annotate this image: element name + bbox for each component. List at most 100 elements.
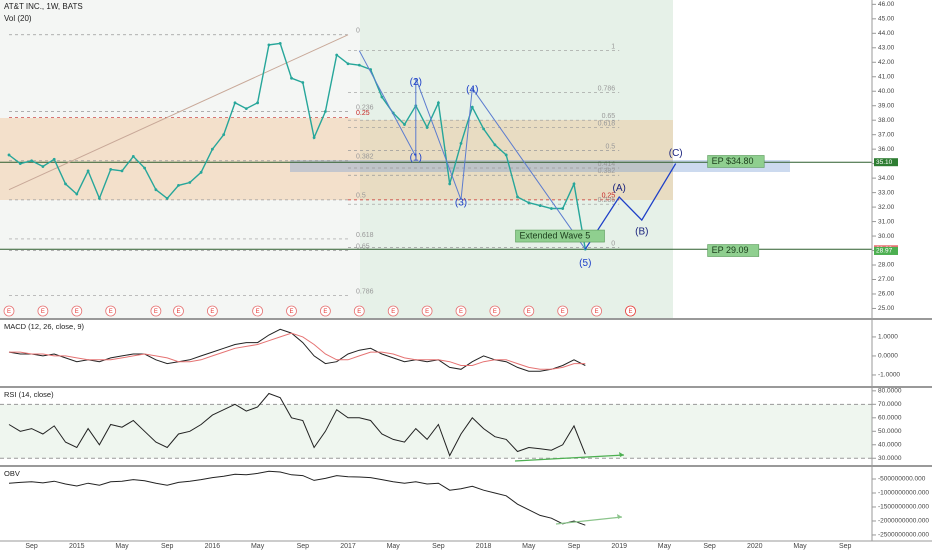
annotation-box (707, 244, 760, 257)
earnings-label: E (323, 309, 327, 315)
earnings-label: E (75, 309, 79, 315)
y-tick-label: -2500000000.000 (878, 532, 929, 539)
earnings-marker (105, 305, 117, 317)
price-point (98, 197, 101, 200)
earnings-label: E (41, 309, 45, 315)
y-tick-label: 40.0000 (878, 441, 902, 448)
earnings-marker (37, 305, 49, 317)
wave-label: (1) (410, 152, 422, 163)
x-tick-label: May (387, 543, 401, 550)
earnings-marker (71, 305, 83, 317)
price-point (290, 76, 293, 80)
annotation: EP $34.80 (712, 156, 754, 166)
fib-label: 0.236 (356, 104, 374, 111)
indicator-line (8, 392, 586, 457)
earnings-label: E (425, 309, 429, 315)
earnings-marker (387, 305, 399, 317)
y-tick-label: 80.0000 (878, 388, 902, 395)
price-point (278, 42, 282, 45)
earnings-label: E (527, 309, 531, 315)
earnings-marker (286, 305, 297, 317)
earnings-label: E (493, 309, 497, 315)
divergence-line (555, 516, 623, 525)
price-point (244, 107, 248, 111)
fib-label: 0.236 (598, 197, 616, 204)
fib-label: 0.65 (602, 113, 616, 120)
price-point (448, 182, 452, 186)
earnings-label: E (628, 309, 632, 315)
price-tag-label: 35.10 (876, 159, 893, 166)
earnings-label: E (256, 309, 260, 315)
y-tick-label: 25.00 (878, 305, 895, 312)
earnings-label: E (289, 309, 293, 315)
earnings-marker (523, 305, 535, 317)
y-tick-label: 39.00 (878, 102, 895, 109)
y-tick-label: 44.00 (878, 30, 895, 37)
x-tick-label: 2016 (205, 543, 221, 550)
y-tick-label: 70.0000 (878, 401, 902, 408)
wave-label: (C) (669, 148, 683, 159)
fib-label: 0.25 (356, 110, 370, 117)
price-point (470, 105, 474, 109)
projection-path (584, 163, 677, 250)
price-line (8, 42, 586, 250)
y-tick-label: 41.00 (878, 73, 895, 80)
y-tick-label: -1500000000.000 (878, 504, 929, 511)
price-point (120, 169, 124, 173)
y-tick-label: 1.0000 (878, 334, 898, 341)
price-point (538, 204, 542, 208)
earnings-marker (591, 305, 602, 317)
symbol-title: AT&T INC., 1W, BATS (4, 2, 83, 11)
panel-title: RSI (14, close) (4, 390, 54, 399)
earnings-label: E (391, 309, 395, 315)
price-point (572, 182, 576, 186)
blue-zone (290, 160, 790, 172)
fib-label: 0.5 (605, 143, 615, 150)
y-tick-label: 31.00 (878, 218, 895, 225)
trendline (8, 34, 349, 191)
price-point (380, 95, 384, 99)
y-tick-label: 40.00 (878, 88, 895, 95)
price-point (211, 147, 214, 151)
price-point (425, 126, 429, 129)
earnings-marker (173, 305, 184, 317)
y-tick-label: -1000000000.000 (878, 490, 929, 497)
wave-label: (A) (613, 183, 626, 194)
x-tick-label: 2018 (476, 543, 492, 550)
price-point (459, 141, 463, 145)
wave-path (358, 50, 586, 250)
price-point (324, 110, 327, 113)
x-tick-label: May (522, 543, 536, 550)
fib-label: 0.618 (598, 120, 616, 127)
x-tick-label: 2015 (69, 543, 85, 550)
y-tick-label: 38.00 (878, 117, 895, 124)
y-tick-label: 32.00 (878, 204, 895, 211)
earnings-label: E (7, 309, 11, 315)
price-point (527, 201, 531, 205)
y-tick-label: 33.00 (878, 189, 895, 196)
x-tick-label: Sep (432, 543, 445, 550)
indicator-line (9, 332, 586, 370)
orange-zone (0, 118, 360, 200)
orange-zone (360, 120, 673, 200)
x-tick-label: Sep (568, 543, 581, 550)
earnings-label: E (357, 309, 361, 315)
price-point (437, 101, 440, 105)
price-point (199, 170, 203, 174)
y-tick-label: 36.00 (878, 146, 895, 153)
y-tick-label: 46.00 (878, 1, 895, 8)
y-tick-label: 43.00 (878, 45, 895, 52)
earnings-label: E (595, 309, 599, 315)
price-point (403, 123, 406, 126)
price-point (504, 153, 508, 157)
price-point (131, 155, 135, 158)
y-tick-label: -2000000000.000 (878, 518, 929, 525)
x-tick-label: Sep (161, 543, 174, 550)
earnings-marker (625, 305, 636, 317)
x-tick-label: Sep (839, 543, 852, 550)
y-tick-label: -500000000.000 (878, 476, 926, 483)
fib-label: 0 (356, 28, 360, 35)
price-point (256, 101, 259, 105)
fib-label: 0.382 (598, 168, 616, 175)
price-point (30, 159, 33, 163)
